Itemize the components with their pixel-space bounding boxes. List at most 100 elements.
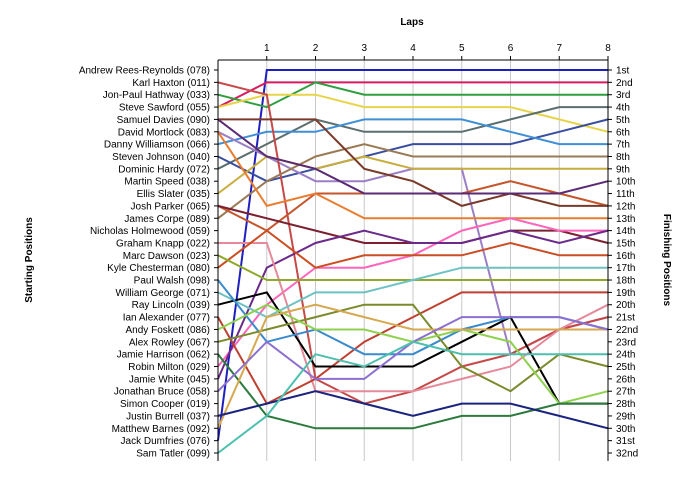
lap-tick-label: 6 bbox=[508, 43, 514, 54]
starting-position-label: Karl Haxton (011) bbox=[132, 78, 210, 89]
driver-series-line bbox=[217, 81, 608, 108]
finishing-position-label: 21st bbox=[616, 313, 635, 324]
starting-position-label: Ian Alexander (077) bbox=[123, 313, 210, 324]
starting-position-label: Ray Lincoln (039) bbox=[132, 300, 210, 311]
finishing-position-label: 2nd bbox=[616, 78, 633, 89]
lap-tick-label: 1 bbox=[264, 43, 270, 54]
finishing-position-label: 5th bbox=[616, 115, 630, 126]
finishing-position-label: 23rd bbox=[616, 337, 636, 348]
finishing-position-label: 8th bbox=[616, 152, 630, 163]
starting-position-label: William George (071) bbox=[116, 288, 210, 299]
starting-position-label: Marc Dawson (023) bbox=[123, 251, 210, 262]
starting-position-label: Steve Sawford (055) bbox=[119, 103, 210, 114]
starting-position-label: David Mortlock (083) bbox=[118, 127, 210, 138]
driver-series-line bbox=[217, 353, 608, 430]
starting-position-label: Josh Parker (065) bbox=[131, 201, 210, 212]
finishing-position-label: 3rd bbox=[616, 90, 630, 101]
driver-series-line bbox=[217, 229, 608, 269]
x-axis-title: Laps bbox=[400, 17, 424, 28]
driver-series-line bbox=[217, 81, 608, 109]
starting-position-label: Martin Speed (038) bbox=[124, 177, 210, 188]
y-axis-title-right: Finishing Positions bbox=[661, 214, 672, 307]
driver-series-line bbox=[217, 118, 608, 146]
starting-position-label: Sam Tatler (099) bbox=[136, 449, 210, 460]
driver-series-line bbox=[217, 69, 608, 441]
y-axis-title-left: Starting Positions bbox=[24, 217, 35, 303]
finishing-position-label: 14th bbox=[616, 226, 635, 237]
finishing-position-label: 6th bbox=[616, 127, 630, 138]
starting-position-label: Graham Knapp (022) bbox=[116, 238, 210, 249]
driver-series-line bbox=[217, 266, 608, 319]
finishing-position-label: 30th bbox=[616, 424, 635, 435]
finishing-position-label: 31st bbox=[616, 436, 635, 447]
finishing-position-label: 32nd bbox=[616, 449, 638, 460]
finishing-position-label: 17th bbox=[616, 263, 635, 274]
lap-tick-label: 5 bbox=[459, 43, 465, 54]
finishing-position-label: 19th bbox=[616, 288, 635, 299]
finishing-position-label: 18th bbox=[616, 276, 635, 287]
driver-series-line bbox=[217, 118, 609, 195]
lap-tick-label: 7 bbox=[556, 43, 562, 54]
series-lines bbox=[217, 69, 609, 454]
finishing-position-label: 22nd bbox=[616, 325, 638, 336]
gridlines bbox=[266, 60, 560, 461]
finishing-position-label: 9th bbox=[616, 164, 630, 175]
finishing-position-label: 10th bbox=[616, 177, 635, 188]
finishing-position-label: 4th bbox=[616, 103, 630, 114]
driver-series-line bbox=[217, 131, 608, 220]
starting-position-label: Kyle Chesterman (080) bbox=[107, 263, 210, 274]
finishing-position-label: 20th bbox=[616, 300, 635, 311]
finishing-position-label: 13th bbox=[616, 214, 635, 225]
tick-labels: 1 2 3 4 5 6 7 8 Andrew Rees-Reynolds (078) 1st Kar… bbox=[79, 43, 638, 460]
driver-series-line bbox=[217, 93, 609, 133]
finishing-position-label: 7th bbox=[616, 140, 630, 151]
starting-position-label: Ellis Slater (035) bbox=[137, 189, 210, 200]
driver-series-line bbox=[218, 118, 608, 207]
starting-position-label: Simon Cooper (019) bbox=[120, 399, 210, 410]
axes bbox=[214, 56, 612, 461]
finishing-position-label: 1st bbox=[616, 66, 630, 77]
lap-tick-label: 4 bbox=[410, 43, 416, 54]
starting-position-label: Steven Johnson (040) bbox=[112, 152, 210, 163]
driver-series-line bbox=[217, 143, 608, 220]
starting-position-label: Nicholas Holmewood (059) bbox=[90, 226, 210, 237]
finishing-position-label: 11th bbox=[616, 189, 635, 200]
finishing-position-label: 24th bbox=[616, 350, 635, 361]
starting-position-label: Jon-Paul Hathway (033) bbox=[103, 90, 210, 101]
finishing-position-label: 16th bbox=[616, 251, 635, 262]
starting-position-label: Dominic Hardy (072) bbox=[118, 164, 210, 175]
finishing-position-label: 25th bbox=[616, 362, 635, 373]
finishing-position-label: 12th bbox=[616, 201, 635, 212]
lap-tick-label: 2 bbox=[313, 43, 319, 54]
starting-position-label: Robin Milton (029) bbox=[128, 362, 210, 373]
starting-position-label: Matthew Barnes (092) bbox=[112, 424, 210, 435]
driver-series-line bbox=[217, 340, 608, 454]
starting-position-label: Jamie White (045) bbox=[129, 374, 210, 385]
starting-position-label: Andrew Rees-Reynolds (078) bbox=[79, 66, 210, 77]
starting-position-label: Alex Rowley (067) bbox=[129, 337, 210, 348]
lap-tick-label: 8 bbox=[605, 43, 611, 54]
finishing-position-label: 27th bbox=[616, 387, 635, 398]
starting-position-label: Paul Walsh (098) bbox=[134, 276, 210, 287]
driver-series-line bbox=[217, 229, 609, 380]
driver-series-line bbox=[217, 303, 608, 429]
driver-series-line bbox=[217, 291, 608, 405]
finishing-position-label: 15th bbox=[616, 238, 635, 249]
driver-series-line bbox=[217, 303, 609, 393]
starting-position-label: Samuel Davies (090) bbox=[117, 115, 210, 126]
driver-series-line bbox=[218, 242, 609, 393]
finishing-position-label: 29th bbox=[616, 411, 635, 422]
finishing-position-label: 26th bbox=[616, 374, 635, 385]
finishing-position-label: 28th bbox=[616, 399, 635, 410]
lap-tick-label: 3 bbox=[361, 43, 367, 54]
starting-position-label: James Corpe (089) bbox=[124, 214, 210, 225]
starting-position-label: Justin Burrell (037) bbox=[126, 411, 210, 422]
starting-position-label: Andy Foskett (086) bbox=[126, 325, 210, 336]
driver-series-line bbox=[217, 118, 609, 183]
driver-series-line bbox=[217, 106, 608, 170]
starting-position-label: Jack Dumfries (076) bbox=[121, 436, 210, 447]
starting-position-label: Danny Williamson (066) bbox=[104, 140, 210, 151]
starting-position-label: Jamie Harrison (062) bbox=[117, 350, 210, 361]
